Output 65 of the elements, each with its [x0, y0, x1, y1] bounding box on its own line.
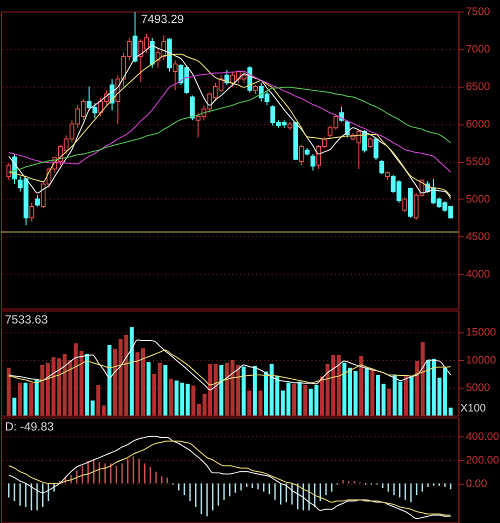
- bar: [292, 384, 296, 416]
- bar: [158, 362, 162, 416]
- y-tick-label: 200.00: [466, 454, 500, 466]
- bar: [370, 370, 374, 416]
- y-tick-label: 5500: [466, 156, 490, 168]
- bar: [298, 382, 302, 416]
- y-tick-label: 15000: [466, 326, 496, 339]
- y-tick-label: 6500: [466, 80, 490, 93]
- bar: [359, 356, 364, 416]
- bar: [130, 327, 134, 416]
- bar: [219, 364, 224, 416]
- candlestick: [339, 106, 344, 122]
- line-series: [8, 339, 452, 390]
- bar: [6, 368, 11, 416]
- y-tick-label: 7500: [466, 6, 490, 18]
- bar: [29, 382, 34, 416]
- bar: [24, 382, 28, 416]
- bar: [102, 405, 106, 416]
- bar: [146, 362, 151, 416]
- bar: [96, 384, 100, 416]
- candlestick: [379, 160, 384, 175]
- bar: [387, 388, 392, 416]
- candlestick: [368, 137, 373, 149]
- bar: [404, 376, 408, 416]
- y-tick-label: 400.00: [466, 430, 500, 443]
- bar: [152, 374, 156, 416]
- y-tick-label: 5000: [466, 194, 490, 206]
- y-tick-label: 6000: [466, 118, 490, 130]
- bar: [242, 366, 246, 416]
- bar: [252, 366, 257, 416]
- bar: [34, 380, 39, 416]
- candlestick: [402, 197, 408, 212]
- bar: [12, 398, 16, 416]
- bar: [392, 374, 397, 416]
- bar: [258, 390, 262, 416]
- y-tick-label: 4500: [466, 231, 490, 244]
- annotation: 7493.29: [140, 12, 184, 26]
- candlestick: [310, 154, 316, 172]
- candlestick: [374, 137, 378, 161]
- candlestick: [362, 130, 367, 154]
- y-tick-label: 0.00: [466, 478, 488, 490]
- y-tick-label: 4000: [466, 268, 490, 281]
- bar: [303, 384, 308, 416]
- candlestick: [35, 194, 40, 208]
- text: X100: [460, 402, 486, 415]
- candlestick: [190, 95, 195, 121]
- annotation: D: -49.83: [4, 419, 54, 434]
- bar: [247, 390, 252, 416]
- y-tick-label: 7000: [466, 43, 490, 56]
- y-tick-label: 10000: [466, 354, 496, 366]
- bar: [18, 382, 22, 416]
- bar: [364, 368, 369, 416]
- candlestick: [253, 84, 258, 95]
- candlestick: [29, 202, 34, 222]
- candlestick: [172, 60, 178, 91]
- bar: [398, 382, 402, 416]
- bar: [410, 376, 414, 416]
- bar: [163, 364, 168, 416]
- annotation: 7533.63: [4, 312, 48, 326]
- y-tick-label: 5000: [466, 382, 490, 394]
- line-series: [8, 349, 452, 386]
- candlestick: [299, 144, 304, 166]
- bar: [107, 344, 112, 416]
- bar: [336, 354, 341, 416]
- bar: [168, 378, 173, 416]
